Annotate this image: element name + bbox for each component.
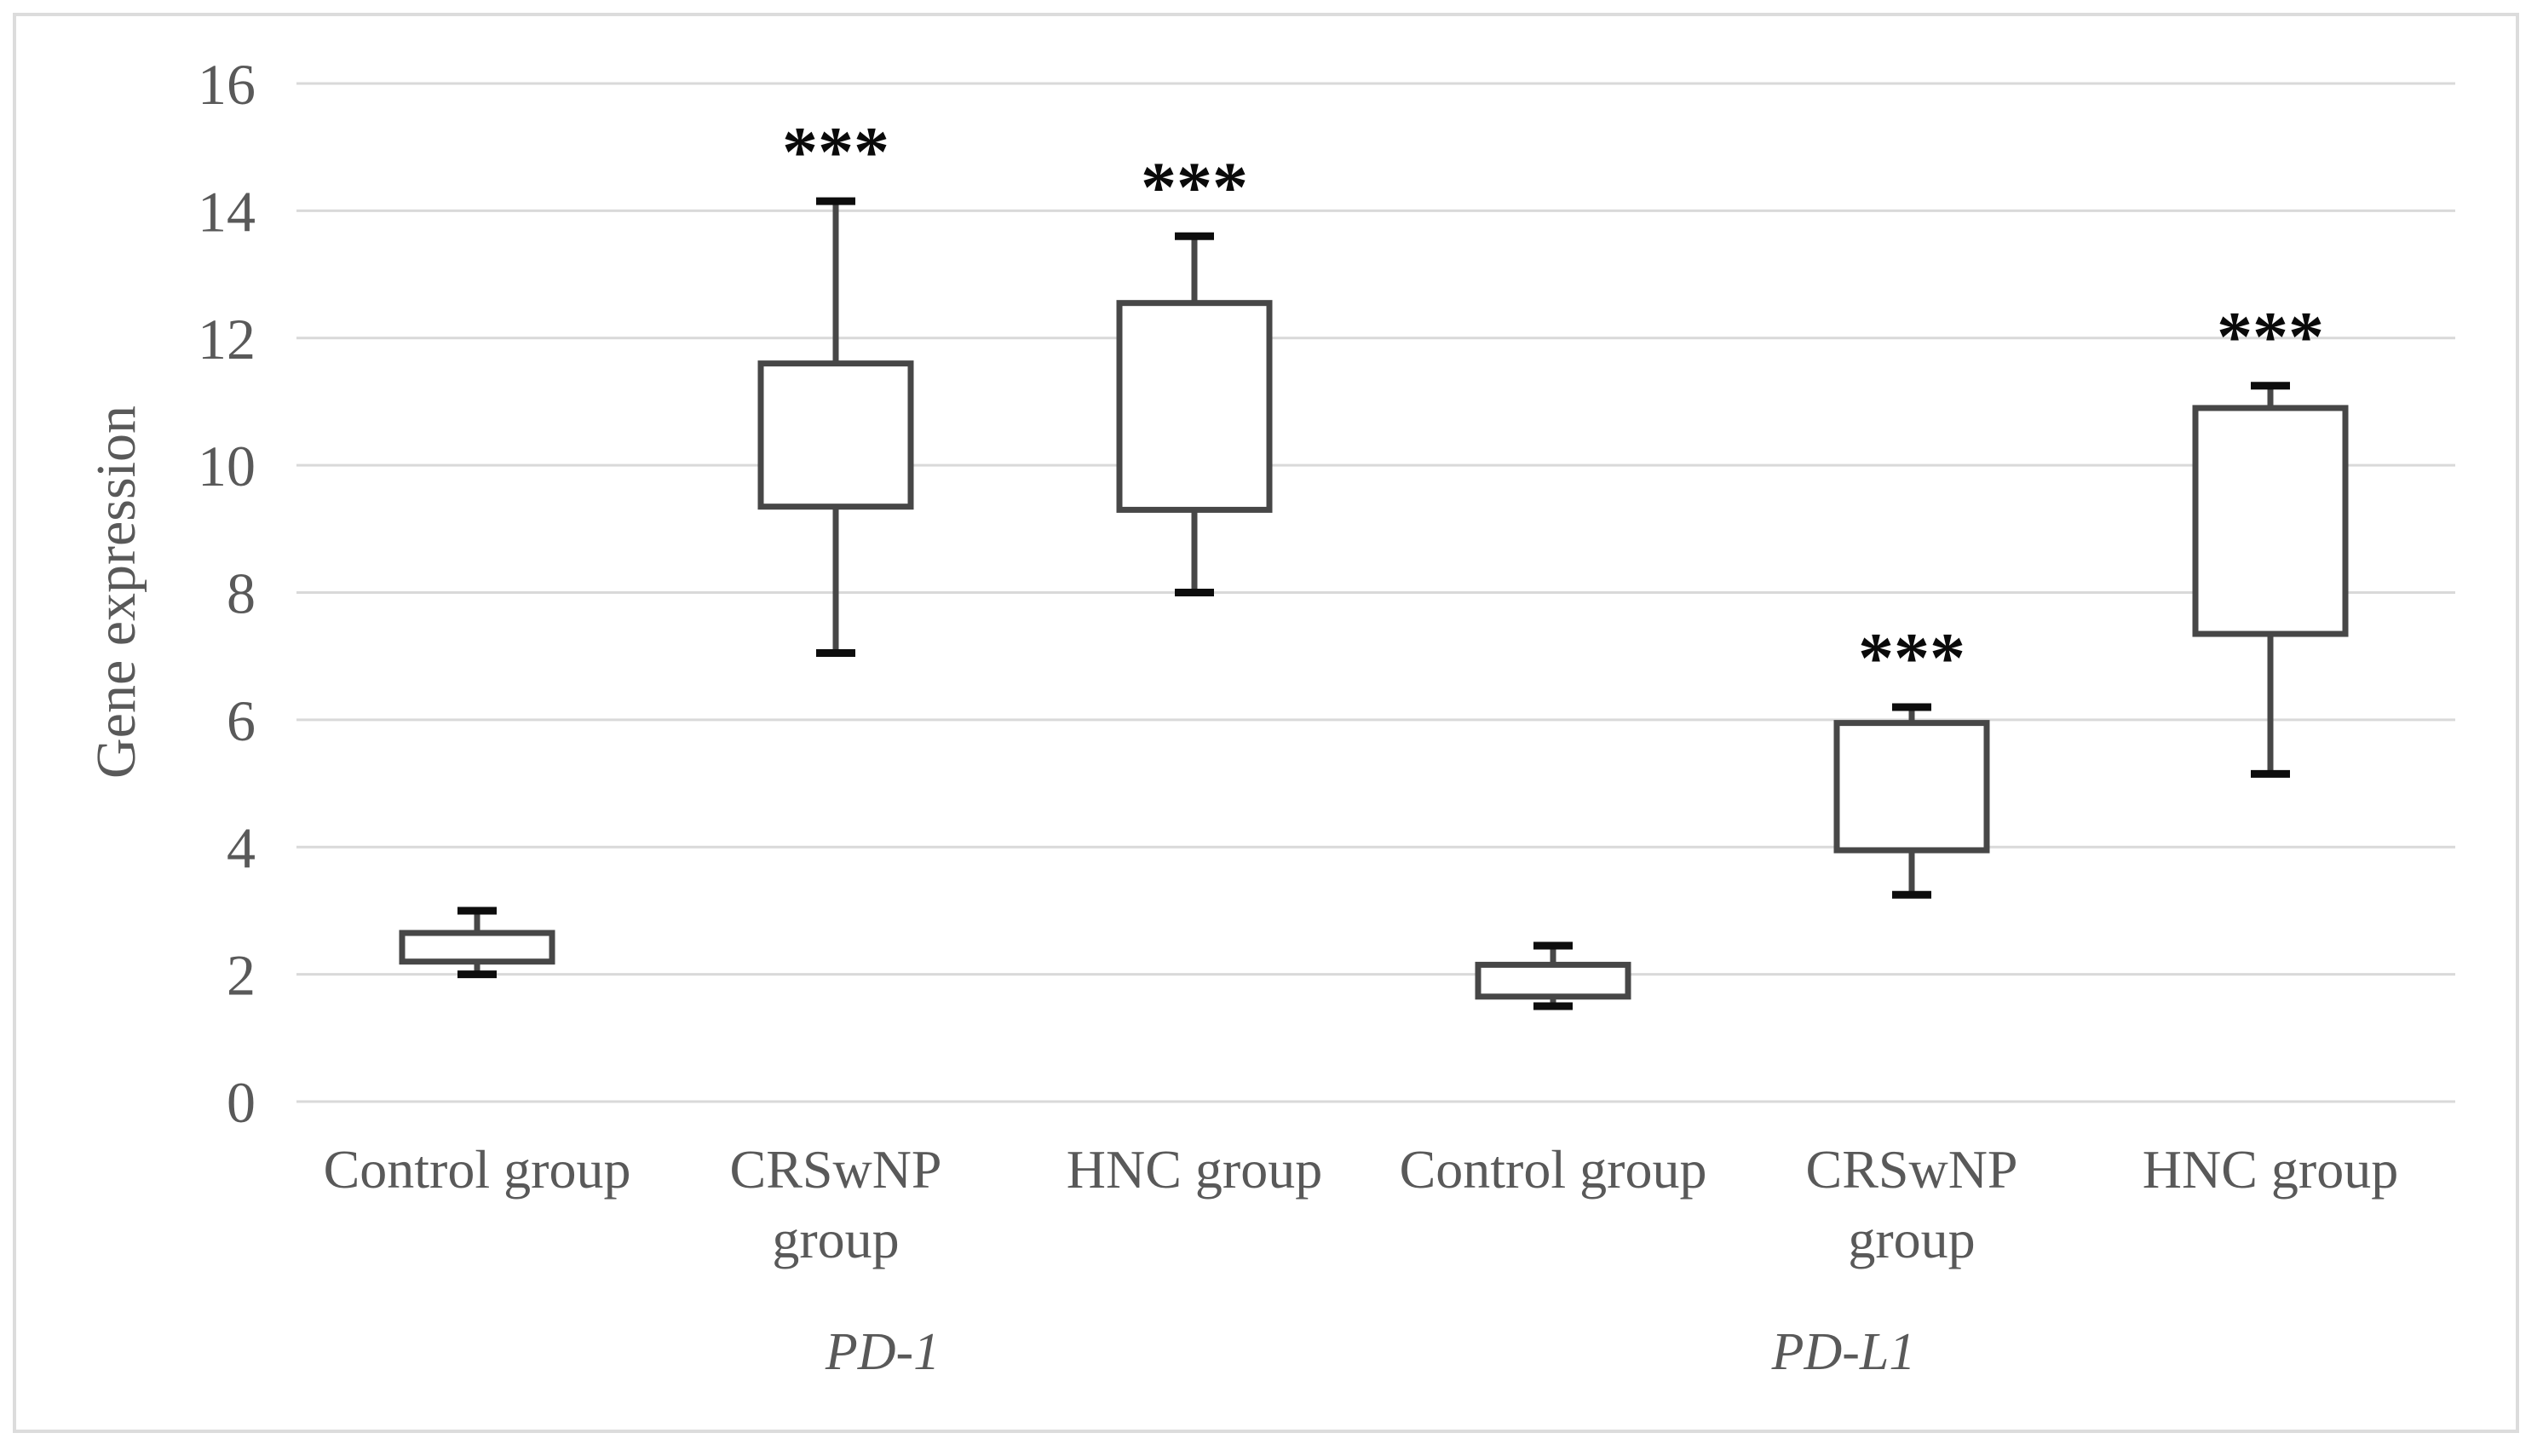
y-axis-title: Gene expression — [85, 406, 147, 779]
iqr-box — [399, 929, 555, 965]
y-tick-label-14: 14 — [198, 179, 256, 244]
y-tick-label-4: 4 — [227, 815, 256, 880]
x-axis-label-line: group — [1848, 1209, 1976, 1269]
box-PD-L1-crswnp-group — [1833, 703, 1990, 899]
significance-asterisks: *** — [1858, 619, 1965, 698]
iqr-box — [2192, 405, 2349, 637]
x-axis-label: CRSwNP group — [653, 1135, 1019, 1275]
x-axis-label-line: CRSwNP — [729, 1139, 942, 1200]
x-axis-label: Control group — [294, 1135, 660, 1205]
significance-asterisks: *** — [2217, 297, 2324, 377]
gene-label-pd-1: PD-1 — [825, 1323, 941, 1381]
y-tick-label-2: 2 — [227, 943, 256, 1008]
box-PD-L1-control-group — [1475, 941, 1631, 1010]
x-axis-label: HNC group — [2087, 1135, 2454, 1205]
y-tick-label-8: 8 — [227, 561, 256, 626]
x-axis-label-line: Control group — [1399, 1139, 1707, 1200]
iqr-box — [1833, 720, 1990, 854]
iqr-box — [1116, 300, 1273, 513]
x-axis-label-line: HNC group — [2142, 1139, 2399, 1200]
x-axis-label-line: CRSwNP — [1805, 1139, 2018, 1200]
box-PD-1-control-group — [399, 906, 555, 979]
x-axis-label: CRSwNP group — [1729, 1135, 2095, 1275]
gridline-layer — [296, 82, 2455, 1103]
y-tick-label-12: 12 — [198, 307, 256, 371]
y-tick-label-16: 16 — [198, 52, 256, 117]
box-PD-1-crswnp-group — [757, 197, 914, 657]
box-PD-1-hnc-group — [1116, 232, 1273, 596]
y-tick-label-0: 0 — [227, 1070, 256, 1135]
figure-border — [13, 13, 2519, 1433]
y-tick-label-10: 10 — [198, 434, 256, 498]
box-PD-L1-hnc-group — [2192, 382, 2349, 778]
significance-asterisks: *** — [1141, 147, 1248, 227]
x-axis-label-line: group — [772, 1209, 900, 1269]
significance-layer: *** *** *** *** — [782, 112, 2324, 698]
gene-label-pd-l1: PD-L1 — [1771, 1323, 1916, 1381]
y-axis-tick-labels: 0 2 4 6 8 10 12 14 16 — [198, 52, 256, 1135]
x-axis-label: HNC group — [1011, 1135, 1378, 1205]
box-layer — [399, 197, 2349, 1010]
x-axis-label-line: Control group — [323, 1139, 631, 1200]
x-axis-label: Control group — [1370, 1135, 1736, 1205]
iqr-box — [757, 360, 914, 510]
y-tick-label-6: 6 — [227, 688, 256, 753]
iqr-box — [1475, 961, 1631, 1000]
significance-asterisks: *** — [782, 112, 889, 192]
x-axis-label-line: HNC group — [1066, 1139, 1323, 1200]
